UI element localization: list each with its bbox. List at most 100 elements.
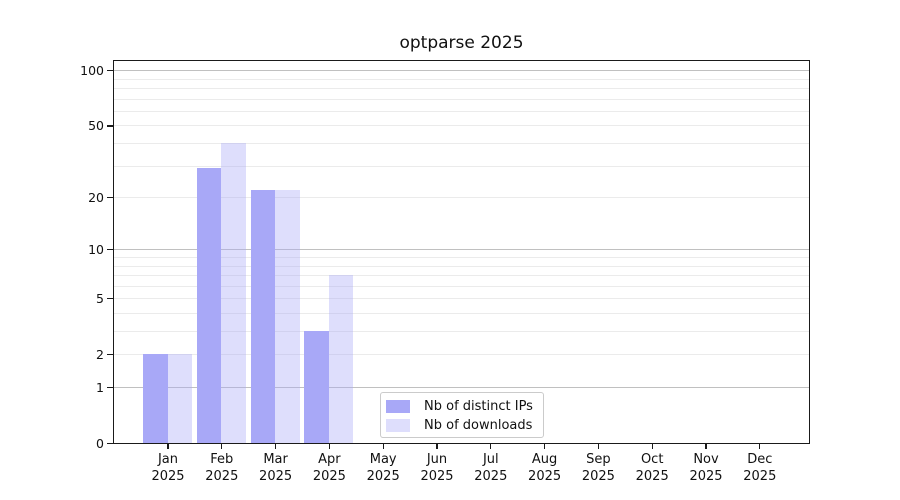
chart-title: optparse 2025 <box>399 33 524 53</box>
x-tick-label-sep: Sep 2025 <box>570 452 626 485</box>
x-tick-year: 2025 <box>366 468 400 484</box>
bar-nb-of-distinct-ips-mar <box>250 189 276 443</box>
y-tick-label-5: 5 <box>96 290 104 306</box>
bar-nb-of-downloads-mar <box>275 189 300 443</box>
legend-label-distinct-ips: Nb of distinct IPs <box>424 399 533 414</box>
grid-line-minor <box>114 257 809 258</box>
grid-line-minor <box>114 354 809 356</box>
x-tick-mark <box>436 443 438 449</box>
x-tick-month: Apr <box>318 452 341 467</box>
y-tick-mark <box>107 354 113 356</box>
grid-line-minor <box>114 275 809 277</box>
grid-line-minor <box>114 110 809 112</box>
bar-nb-of-distinct-ips-apr <box>304 331 329 443</box>
x-tick-month: Nov <box>693 452 719 467</box>
x-tick-year: 2025 <box>635 468 669 484</box>
x-tick-label-nov: Nov 2025 <box>678 452 734 485</box>
x-tick-year: 2025 <box>420 468 454 484</box>
x-tick-year: 2025 <box>743 468 777 484</box>
x-tick-month: Sep <box>586 452 611 467</box>
y-tick-label-20: 20 <box>88 189 104 205</box>
y-tick-label-1: 1 <box>96 379 104 395</box>
grid-line-minor <box>114 197 809 199</box>
x-tick-month: Feb <box>210 452 234 467</box>
x-tick-label-apr: Apr 2025 <box>301 452 357 485</box>
grid-line-major <box>114 249 809 251</box>
legend-item-downloads: Nb of downloads <box>385 416 544 435</box>
x-tick-month: May <box>369 452 397 467</box>
legend-swatch-downloads <box>385 419 410 432</box>
y-tick-mark <box>107 442 113 445</box>
x-tick-mark <box>382 443 384 449</box>
y-tick-label-100: 100 <box>80 62 104 78</box>
y-tick-mark <box>107 196 113 199</box>
x-tick-month: Oct <box>640 452 664 467</box>
x-tick-month: Mar <box>263 452 288 467</box>
bar-nb-of-distinct-ips-feb <box>196 168 222 443</box>
x-tick-label-dec: Dec 2025 <box>732 452 788 485</box>
grid-line-minor <box>114 312 809 314</box>
y-tick-label-2: 2 <box>96 346 104 362</box>
y-tick-mark <box>107 298 113 300</box>
bar-nb-of-downloads-jan <box>167 354 192 443</box>
x-tick-year: 2025 <box>312 468 346 484</box>
y-tick-mark <box>107 386 113 389</box>
bar-nb-of-downloads-apr <box>328 275 354 443</box>
x-tick-label-mar: Mar 2025 <box>248 452 304 485</box>
legend-item-distinct-ips: Nb of distinct IPs <box>385 397 544 416</box>
grid-line-minor <box>114 298 809 300</box>
y-tick-mark <box>107 69 113 72</box>
x-tick-mark <box>328 443 331 449</box>
x-tick-year: 2025 <box>689 468 723 484</box>
grid-line-major <box>114 387 809 388</box>
x-tick-label-aug: Aug 2025 <box>517 452 573 485</box>
x-tick-year: 2025 <box>581 468 615 484</box>
grid-line-minor <box>114 265 809 267</box>
y-tick-label-0: 0 <box>96 435 104 451</box>
legend-label-downloads: Nb of downloads <box>424 418 533 433</box>
grid-line-minor <box>114 331 809 333</box>
x-tick-month: Jun <box>426 452 448 467</box>
legend-swatch-distinct-ips <box>385 400 410 413</box>
x-tick-mark <box>490 443 492 449</box>
x-tick-year: 2025 <box>151 468 185 484</box>
x-tick-mark <box>651 443 653 449</box>
bar-nb-of-downloads-feb <box>221 143 246 443</box>
x-tick-mark <box>167 443 169 449</box>
x-tick-mark <box>597 443 600 449</box>
grid-line-minor <box>114 78 809 80</box>
legend: Nb of distinct IPs Nb of downloads <box>380 392 544 438</box>
plot-area <box>113 60 810 444</box>
grid-line-minor <box>114 285 809 287</box>
x-tick-label-jan: Jan 2025 <box>140 452 196 485</box>
x-tick-label-jul: Jul 2025 <box>463 452 519 485</box>
x-tick-year: 2025 <box>528 468 562 484</box>
bar-nb-of-distinct-ips-jan <box>143 354 168 443</box>
grid-line-minor <box>114 143 809 145</box>
x-tick-label-may: May 2025 <box>355 452 411 485</box>
x-tick-month: Jan <box>157 452 179 467</box>
x-tick-mark <box>274 443 277 449</box>
x-tick-month: Dec <box>747 452 773 467</box>
grid-line-minor <box>114 125 809 127</box>
x-tick-mark <box>705 443 707 449</box>
x-tick-mark <box>543 443 546 449</box>
y-tick-label-10: 10 <box>88 241 104 257</box>
x-tick-year: 2025 <box>205 468 239 484</box>
x-tick-label-jun: Jun 2025 <box>409 452 465 485</box>
x-tick-month: Aug <box>531 452 558 467</box>
x-tick-mark <box>759 443 761 449</box>
y-tick-label-50: 50 <box>88 117 104 133</box>
y-tick-mark <box>107 249 113 251</box>
grid-line-major <box>114 70 809 72</box>
x-tick-label-oct: Oct 2025 <box>624 452 680 485</box>
x-tick-year: 2025 <box>259 468 293 484</box>
x-tick-month: Jul <box>482 452 499 467</box>
x-tick-year: 2025 <box>474 468 508 484</box>
grid-line-minor <box>114 98 809 100</box>
grid-line-minor <box>114 165 809 167</box>
grid-line-minor <box>114 88 809 90</box>
y-tick-mark <box>107 125 113 127</box>
x-tick-label-feb: Feb 2025 <box>194 452 250 485</box>
